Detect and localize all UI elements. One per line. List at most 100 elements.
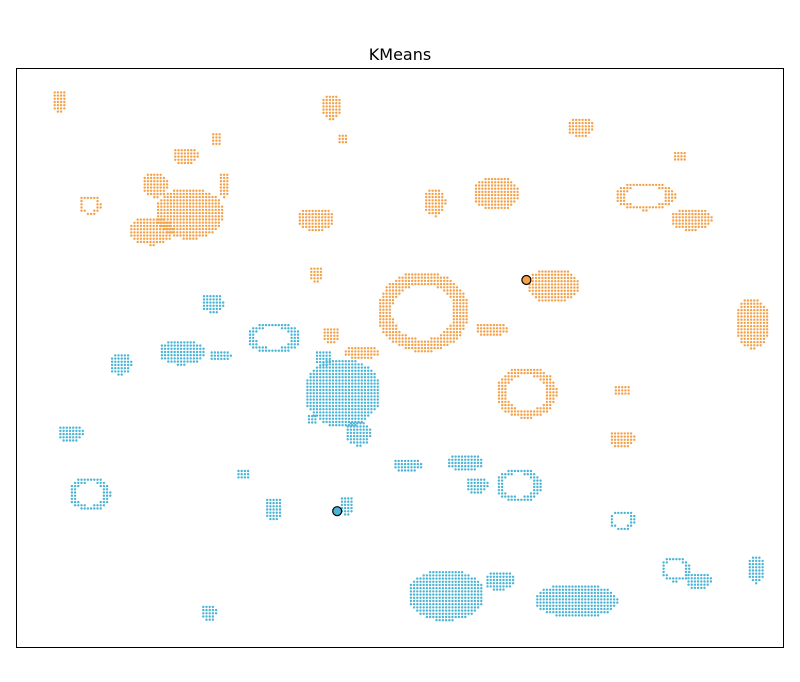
blue-point [441,615,445,619]
orange-point [330,222,333,225]
orange-point [629,438,633,441]
blue-point [438,612,441,615]
blue-point [215,304,218,307]
blue-point [354,360,357,363]
blue-point [325,354,328,357]
orange-point [198,227,201,231]
blue-point [665,577,668,580]
orange-point [578,131,581,134]
blue-point [306,395,309,398]
blue-point [220,357,223,361]
blue-point [314,421,317,424]
orange-point [675,225,678,229]
orange-point [163,199,166,202]
blue-point [510,469,513,473]
orange-point [162,186,166,189]
orange-point [575,118,578,122]
orange-point [301,212,305,216]
orange-point [484,197,487,200]
orange-point [459,318,462,321]
blue-point [102,497,106,501]
orange-point [645,183,648,187]
blue-point [706,573,709,577]
orange-point [382,324,385,327]
orange-point [204,205,208,208]
blue-point [441,606,445,609]
orange-point [59,104,63,107]
blue-point [457,603,461,606]
orange-point [324,209,327,213]
orange-point [417,276,420,279]
orange-point [305,222,308,225]
orange-point [325,105,328,108]
blue-point [606,595,609,598]
orange-point [635,206,639,209]
blue-point [500,479,504,482]
orange-point [430,282,433,286]
orange-point [503,184,506,187]
blue-point [428,593,432,596]
blue-point [357,363,360,366]
orange-point [188,208,192,212]
blue-point [319,354,322,357]
orange-point [749,328,753,331]
blue-point [376,388,379,392]
orange-point [325,108,328,111]
orange-point [401,337,404,340]
blue-point [319,360,322,364]
orange-point [452,292,455,295]
blue-point [603,588,606,591]
blue-point [222,301,225,304]
blue-point [684,577,688,580]
orange-point [360,347,363,350]
orange-point [759,321,762,325]
blue-point [335,401,338,404]
orange-point [204,192,208,196]
orange-point [455,337,459,340]
blue-point [568,604,571,607]
orange-point [404,276,407,279]
orange-point [211,224,214,228]
blue-point [307,418,311,421]
blue-point [335,414,338,417]
orange-point [494,193,497,197]
blue-point [486,582,489,585]
blue-point [755,556,758,559]
blue-point [473,583,477,587]
blue-cluster-5 [306,360,379,427]
blue-point [409,587,413,590]
orange-point [366,356,370,359]
orange-point [204,227,208,231]
blue-point [373,404,376,408]
orange-point [756,334,759,337]
blue-point [363,411,367,414]
blue-point [486,575,489,578]
orange-cluster-21 [476,323,508,336]
orange-point [436,276,439,279]
orange-point [188,224,192,228]
blue-point [346,428,349,431]
orange-point [549,391,552,394]
orange-point [443,340,446,343]
orange-point [204,202,208,205]
blue-point [473,590,477,593]
orange-cluster-2 [338,134,348,144]
orange-point [503,177,506,181]
orange-point [490,187,494,190]
blue-point [596,588,600,591]
blue-point [571,598,574,601]
orange-point [707,216,710,219]
orange-point [459,321,462,324]
blue-point [410,469,413,472]
blue-point [328,411,331,414]
blue-point [529,476,533,479]
blue-point [357,414,360,417]
blue-point [176,347,180,350]
orange-point [313,273,316,277]
blue-point [306,401,309,404]
orange-point [617,392,621,395]
blue-point [428,612,432,615]
blue-point [633,518,636,521]
blue-point [438,619,441,622]
orange-point [93,196,96,200]
